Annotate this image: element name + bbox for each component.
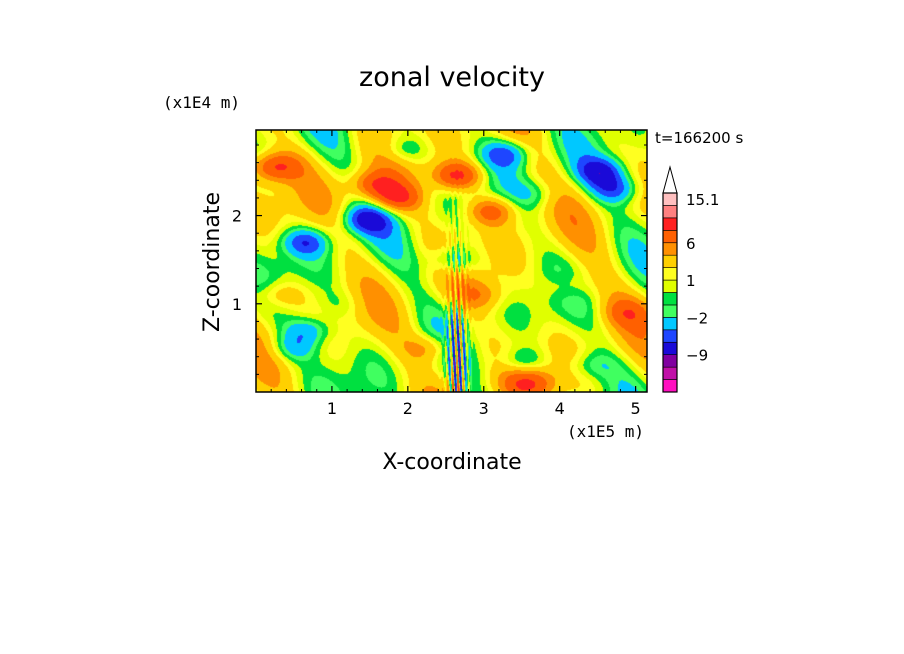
colorbar-segment bbox=[662, 279, 678, 293]
colorbar-label: −2 bbox=[686, 309, 708, 327]
x-tick-label: 4 bbox=[555, 399, 565, 418]
colorbar: 15.1 6 1 −2 −9 bbox=[662, 165, 719, 393]
y-axis-label: Z-coordinate bbox=[200, 192, 225, 332]
x-axis-unit: (x1E5 m) bbox=[567, 422, 644, 441]
colorbar-segment bbox=[662, 230, 678, 244]
x-axis-label: X-coordinate bbox=[382, 450, 521, 475]
colorbar-segment bbox=[662, 317, 678, 331]
x-tick-label: 5 bbox=[631, 399, 641, 418]
time-label: t=166200 s bbox=[655, 129, 743, 147]
colorbar-label: 6 bbox=[686, 235, 696, 253]
colorbar-segment bbox=[662, 341, 678, 355]
colorbar-label: 15.1 bbox=[686, 191, 719, 209]
x-tick-label: 1 bbox=[327, 399, 337, 418]
colorbar-segment bbox=[662, 366, 678, 380]
y-tick-label: 2 bbox=[232, 207, 242, 226]
colorbar-segment bbox=[662, 267, 678, 281]
colorbar-label: 1 bbox=[686, 272, 696, 290]
colorbar-extend-arrow bbox=[662, 165, 678, 194]
colorbar-segment bbox=[662, 205, 678, 219]
colorbar-segment bbox=[662, 379, 678, 393]
colorbar-segment bbox=[662, 304, 678, 318]
colorbar-frame bbox=[662, 192, 678, 393]
colorbar-segment bbox=[662, 192, 678, 206]
chart-title: zonal velocity bbox=[359, 62, 545, 93]
colorbar-segment bbox=[662, 354, 678, 368]
y-axis-ticks: 12 bbox=[232, 144, 647, 375]
colorbar-segment bbox=[662, 242, 678, 256]
colorbar-segment bbox=[662, 217, 678, 231]
colorbar-label: −9 bbox=[686, 347, 708, 365]
plot-frame bbox=[255, 129, 648, 393]
y-tick-label: 1 bbox=[232, 295, 242, 314]
colorbar-segment bbox=[662, 254, 678, 268]
x-tick-label: 2 bbox=[403, 399, 413, 418]
colorbar-segment bbox=[662, 329, 678, 343]
y-axis-unit: (x1E4 m) bbox=[163, 93, 240, 112]
x-axis-ticks: 1 2 3 4 5 bbox=[270, 130, 641, 418]
x-tick-label: 3 bbox=[479, 399, 489, 418]
colorbar-segment bbox=[662, 292, 678, 306]
contour-field bbox=[256, 130, 647, 392]
